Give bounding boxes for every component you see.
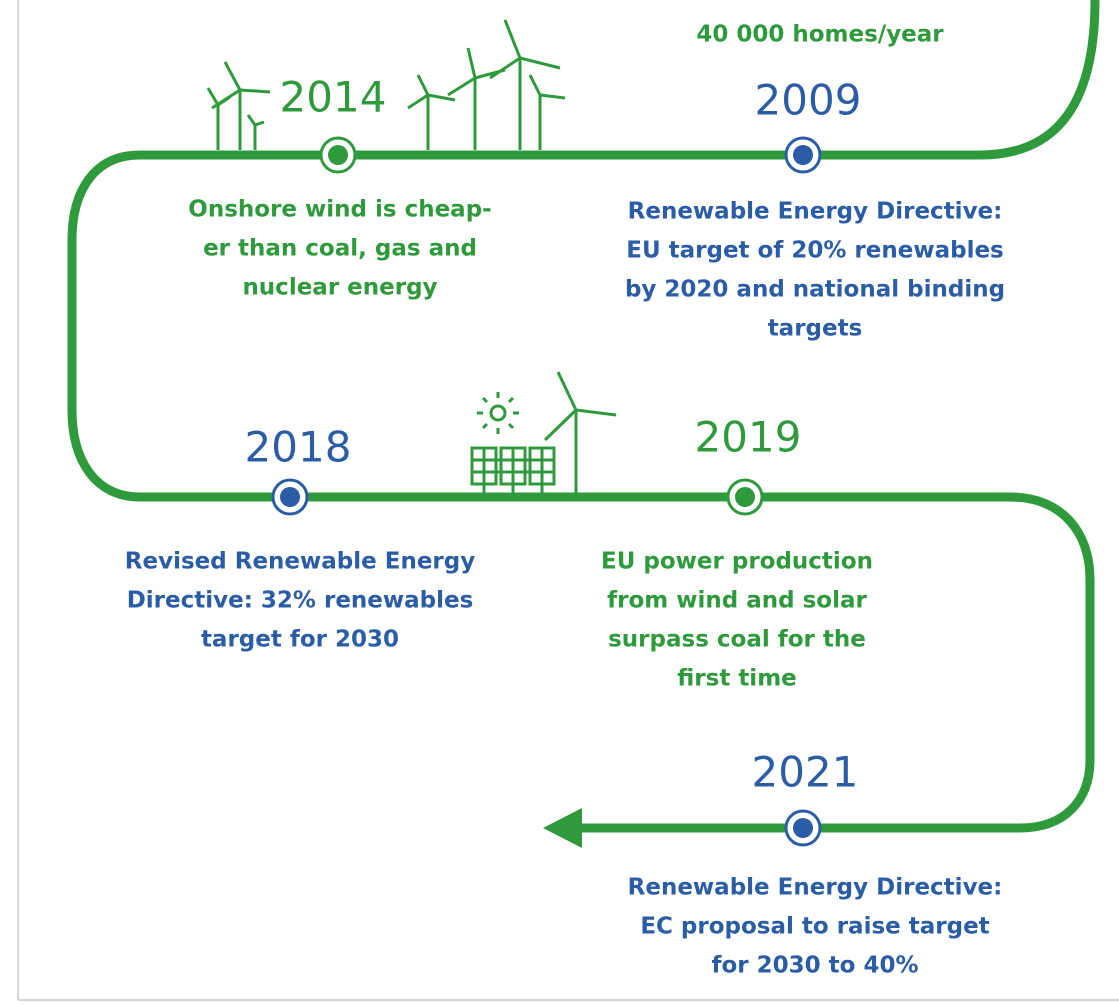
event-text: from wind and solar (607, 588, 867, 614)
arrow-head (543, 808, 582, 848)
event-text: by 2020 and national binding (625, 277, 1005, 303)
event-text: target for 2030 (201, 627, 399, 653)
event-text: targets (768, 316, 863, 342)
event-text: first time (677, 666, 797, 692)
top-note: 40 000 homes/year (696, 22, 944, 48)
event-text: EU target of 20% renewables (626, 238, 1004, 264)
event-dot (280, 487, 300, 507)
event-year: 2019 (695, 413, 802, 462)
event-text: er than coal, gas and (203, 236, 477, 262)
event-dot (793, 145, 813, 165)
wind-turbines (206, 19, 566, 150)
event-text: surpass coal for the (608, 627, 866, 653)
timeline-path (67, 0, 1100, 833)
event-text: Renewable Energy Directive: (628, 875, 1003, 901)
event-text: for 2030 to 40% (711, 953, 918, 979)
event-text: Revised Renewable Energy (125, 549, 475, 575)
solar-and-wind (465, 371, 617, 496)
event-text: Onshore wind is cheap- (188, 197, 491, 223)
event-dot (793, 818, 813, 838)
event-year: 2014 (280, 73, 387, 122)
event-year: 2009 (755, 76, 862, 125)
event-dot (328, 145, 348, 165)
event-text: EC proposal to raise target (640, 914, 989, 940)
event-text: EU power production (601, 549, 873, 575)
event-text: nuclear energy (242, 275, 437, 301)
event-text: Directive: 32% renewables (127, 588, 474, 614)
event-text: Renewable Energy Directive: (628, 199, 1003, 225)
event-year: 2021 (752, 748, 859, 797)
event-year: 2018 (245, 423, 352, 472)
event-dot (735, 487, 755, 507)
